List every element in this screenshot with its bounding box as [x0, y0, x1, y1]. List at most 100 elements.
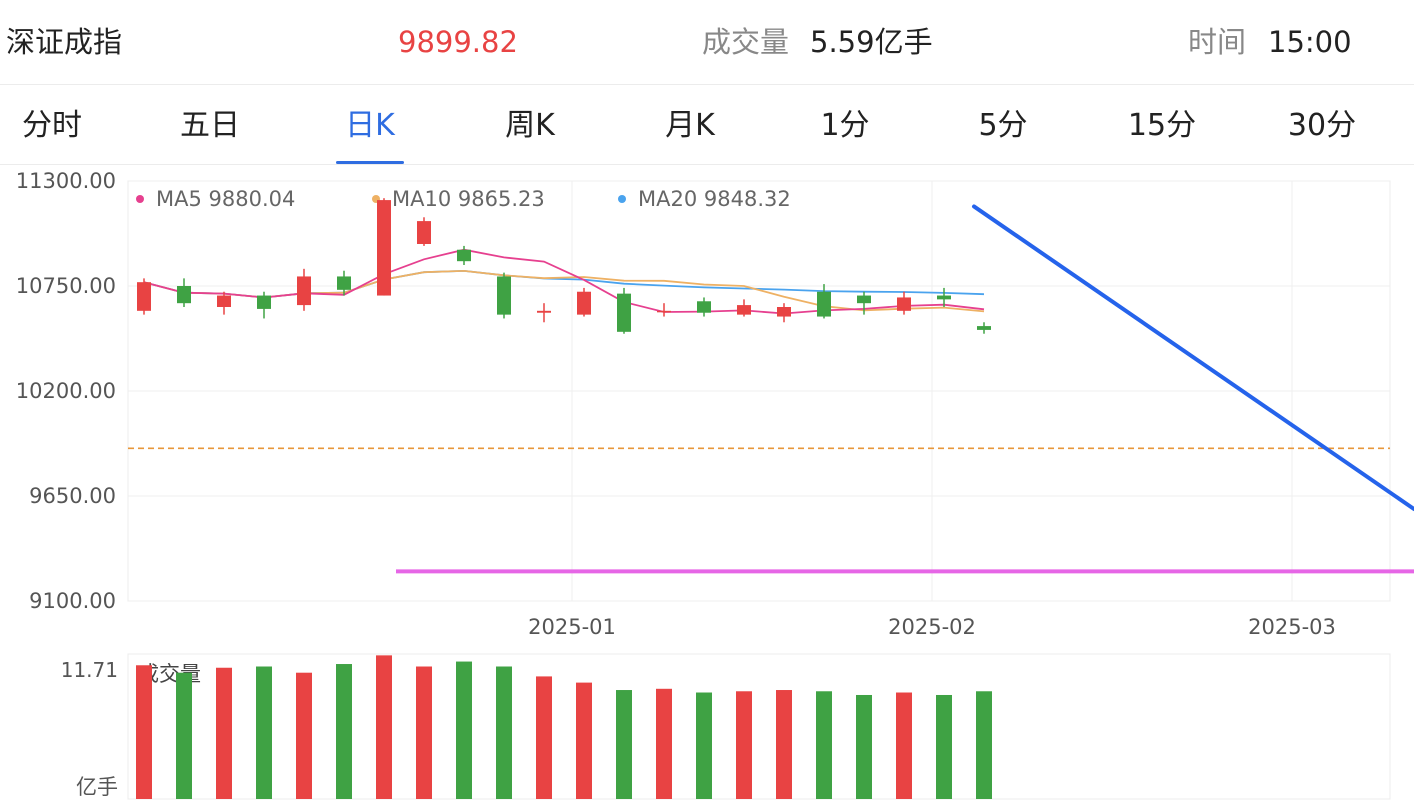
- volume-bar: [976, 691, 992, 799]
- candle-body: [257, 295, 271, 309]
- volume-bar: [176, 672, 192, 799]
- x-tick-label: 2025-02: [888, 615, 976, 639]
- candle: [177, 278, 191, 307]
- volume-bar: [936, 694, 952, 799]
- trend-line: [972, 204, 1414, 511]
- tab-5-minute[interactable]: 5分: [978, 108, 1028, 143]
- candle-body: [417, 221, 431, 244]
- volume-label: 成交量: [702, 25, 790, 59]
- index-name: 深证成指: [6, 25, 123, 59]
- volume-panel: 成交量 11.71 亿手: [61, 653, 1391, 800]
- price-grid: [127, 180, 1391, 602]
- candle: [897, 291, 911, 315]
- volume-bar: [896, 692, 912, 799]
- candle: [337, 270, 351, 296]
- x-tick-label: 2025-01: [528, 615, 616, 639]
- y-tick-label: 10200.00: [16, 379, 116, 403]
- volume-bar: [536, 676, 552, 799]
- tab-1-minute[interactable]: 1分: [820, 108, 870, 143]
- moving-average-lines: [143, 248, 985, 315]
- tab-15-minute[interactable]: 15分: [1127, 108, 1197, 143]
- volume-bar: [216, 667, 232, 799]
- volume-bar: [736, 691, 752, 799]
- candle-body: [937, 295, 951, 300]
- candle: [217, 291, 231, 315]
- volume-bar: [696, 692, 712, 799]
- time-value: 15:00: [1268, 25, 1352, 59]
- volume-bar: [656, 688, 672, 799]
- candle-body: [577, 291, 591, 315]
- tab-five-day[interactable]: 五日: [180, 108, 240, 143]
- candle-body: [337, 276, 351, 290]
- y-tick-label: 11300.00: [16, 169, 116, 193]
- volume-bar: [256, 666, 272, 799]
- tab-monthly-k[interactable]: 月K: [665, 108, 715, 143]
- volume-bar: [576, 682, 592, 799]
- tab-daily-k[interactable]: 日K: [336, 86, 404, 164]
- candle-body: [657, 310, 671, 313]
- candle: [577, 287, 591, 317]
- candle: [617, 287, 631, 334]
- ma5-line: [143, 248, 985, 315]
- candle: [497, 272, 511, 319]
- candle: [977, 322, 991, 334]
- ma20-line: [143, 269, 985, 299]
- candle: [457, 245, 471, 265]
- x-tick-label: 2025-03: [1248, 615, 1336, 639]
- candle-body: [697, 301, 711, 313]
- tab-30-minute[interactable]: 30分: [1287, 108, 1357, 143]
- candle-body: [297, 276, 311, 306]
- volume-bar: [336, 664, 352, 799]
- candle: [657, 303, 671, 317]
- y-tick-label: 9100.00: [29, 589, 116, 613]
- drawn-lines: [128, 204, 1414, 574]
- volume-bar: [136, 665, 152, 799]
- kline-chart[interactable]: 11300.00 10750.00 10200.00 9650.00 9100.00 2…: [0, 164, 1414, 808]
- volume-max-label: 11.71: [61, 658, 118, 682]
- candle-body: [817, 291, 831, 317]
- candle-body: [497, 276, 511, 315]
- legend-ma20: MA20 9848.32: [638, 187, 791, 211]
- tab-weekly-k[interactable]: 周K: [505, 108, 555, 143]
- candle-body: [457, 249, 471, 262]
- volume-bar: [496, 666, 512, 799]
- y-tick-label: 9650.00: [29, 484, 116, 508]
- current-price: 9899.82: [398, 25, 518, 59]
- volume-unit-label: 亿手: [76, 775, 118, 799]
- time-label: 时间: [1188, 25, 1247, 59]
- candle-body: [777, 307, 791, 317]
- candle-body: [617, 293, 631, 332]
- legend-dot-ma20: [618, 195, 626, 203]
- price-axis: 11300.00 10750.00 10200.00 9650.00 9100.00: [16, 169, 116, 613]
- candle: [297, 268, 311, 311]
- candlestick-series: [137, 198, 991, 334]
- active-tab-indicator: [336, 161, 404, 164]
- candle: [377, 198, 391, 296]
- candle: [857, 291, 871, 315]
- candle-body: [377, 200, 391, 296]
- candle: [737, 299, 751, 317]
- volume-bar: [416, 666, 432, 799]
- candle: [937, 287, 951, 307]
- y-tick-label: 10750.00: [16, 274, 116, 298]
- volume-bar: [456, 661, 472, 799]
- legend-ma5: MA5 9880.04: [156, 187, 295, 211]
- candle-body: [857, 295, 871, 304]
- candle: [777, 303, 791, 323]
- volume-bar: [776, 690, 792, 799]
- candle: [137, 278, 151, 315]
- candle: [257, 291, 271, 319]
- period-tabs: 分时 五日 日K 周K 月K 1分 5分 15分 30分: [0, 86, 1414, 165]
- volume-bar: [296, 672, 312, 799]
- candle-body: [537, 310, 551, 313]
- quote-header: 深证成指 9899.82 成交量 5.59亿手 时间 15:00: [0, 0, 1414, 85]
- tab-intraday[interactable]: 分时: [22, 108, 82, 143]
- candle: [817, 284, 831, 319]
- legend-ma10: MA10 9865.23: [392, 187, 545, 211]
- volume-bar: [616, 690, 632, 799]
- candle-body: [217, 295, 231, 307]
- candle-body: [977, 326, 991, 330]
- candle-body: [897, 297, 911, 311]
- candle-body: [137, 282, 151, 311]
